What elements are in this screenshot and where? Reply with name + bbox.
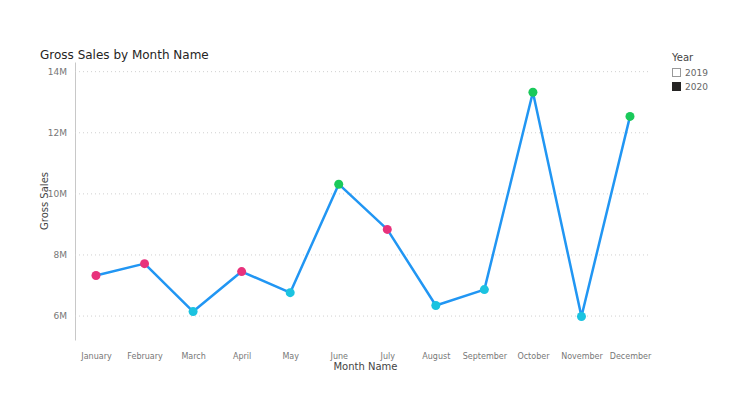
x-tick: January <box>80 340 112 361</box>
point <box>528 88 537 97</box>
grid-line <box>75 316 650 317</box>
y-tick-label: 12M <box>48 128 67 138</box>
point <box>286 288 295 297</box>
x-tick-label: November <box>561 352 603 361</box>
x-tick-label: October <box>517 352 550 361</box>
x-tick: September <box>463 340 508 361</box>
x-tick-label: June <box>330 352 349 361</box>
plot-area <box>92 88 635 321</box>
x-tick: August <box>422 340 450 361</box>
legend-box[interactable] <box>673 69 681 77</box>
grid-line <box>75 254 650 255</box>
y-tick: 12M <box>48 128 650 138</box>
grid-line <box>75 193 650 194</box>
x-tick: May <box>282 340 299 361</box>
x-tick-label: March <box>181 352 205 361</box>
legend-label[interactable]: 2019 <box>685 68 708 78</box>
y-tick: 14M <box>48 67 650 77</box>
legend: Year 2019 2020 <box>671 52 708 92</box>
x-tick: July <box>380 340 396 361</box>
title: Gross Sales by Month Name <box>40 48 209 62</box>
point <box>431 301 440 310</box>
line <box>96 92 630 316</box>
x-axis: January February March April May June July Augu… <box>80 340 652 361</box>
x-tick-label: July <box>380 352 396 361</box>
chart: Gross Sales by Month Name 6M 8M 10M 12M 14M Ja… <box>0 0 735 393</box>
point <box>189 307 198 316</box>
y-tick-label: 6M <box>54 311 68 321</box>
point <box>383 225 392 234</box>
point <box>140 259 149 268</box>
x-tick-label: August <box>422 352 450 361</box>
x-tick: March <box>181 340 205 361</box>
x-axis-line <box>97 340 631 341</box>
y-axis-line <box>75 63 76 341</box>
x-tick-label: April <box>233 352 251 361</box>
y-tick-label: 8M <box>54 250 68 260</box>
point <box>626 112 635 121</box>
x-tick: April <box>233 340 251 361</box>
x-axis-title: Month Name <box>333 361 397 372</box>
point <box>92 271 101 280</box>
y-axis-title: Gross Sales <box>39 172 50 230</box>
y-tick: 8M <box>54 250 651 260</box>
y-tick-label: 14M <box>48 67 67 77</box>
x-tick: December <box>610 340 652 361</box>
legend-label[interactable]: 2020 <box>685 82 708 92</box>
y-tick: 6M <box>54 311 651 321</box>
legend-box[interactable] <box>673 83 681 91</box>
grid-line <box>75 71 650 72</box>
x-tick-label: September <box>463 352 508 361</box>
grid-line <box>75 132 650 133</box>
x-tick: June <box>330 340 349 361</box>
legend-title: Year <box>671 52 694 63</box>
x-tick: February <box>127 340 163 361</box>
point <box>480 285 489 294</box>
point <box>334 180 343 189</box>
x-tick: October <box>517 340 550 361</box>
point <box>577 312 586 321</box>
x-tick-label: February <box>127 352 163 361</box>
point <box>237 267 246 276</box>
x-tick: November <box>561 340 603 361</box>
y-tick-label: 10M <box>48 189 67 199</box>
x-tick-label: May <box>282 352 299 361</box>
x-tick-label: December <box>610 352 652 361</box>
y-axis: 6M 8M 10M 12M 14M <box>48 63 650 341</box>
x-tick-label: January <box>80 352 112 361</box>
